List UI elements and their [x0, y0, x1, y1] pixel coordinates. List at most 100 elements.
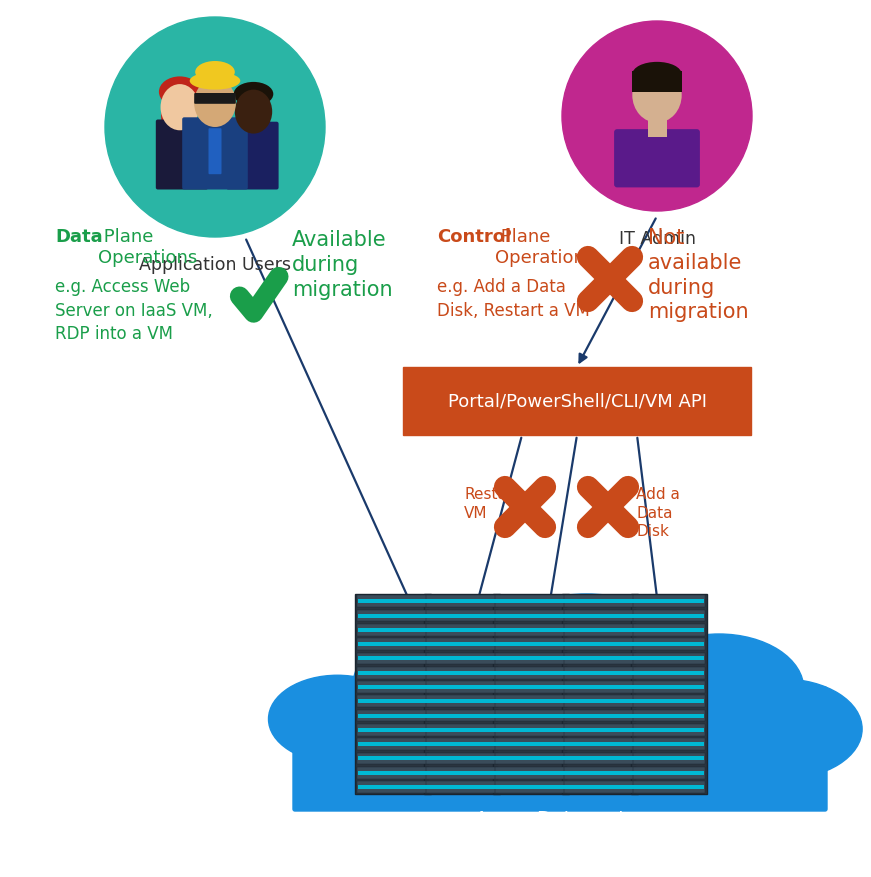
FancyBboxPatch shape: [647, 121, 666, 138]
FancyBboxPatch shape: [564, 724, 636, 736]
FancyBboxPatch shape: [495, 767, 567, 779]
FancyBboxPatch shape: [426, 724, 498, 736]
FancyBboxPatch shape: [633, 695, 705, 708]
Ellipse shape: [159, 77, 200, 108]
FancyBboxPatch shape: [565, 714, 635, 717]
FancyBboxPatch shape: [427, 785, 497, 789]
FancyBboxPatch shape: [426, 767, 498, 779]
FancyBboxPatch shape: [427, 671, 497, 675]
FancyBboxPatch shape: [495, 752, 567, 765]
FancyBboxPatch shape: [357, 667, 429, 679]
FancyBboxPatch shape: [496, 714, 566, 717]
FancyBboxPatch shape: [293, 688, 827, 811]
FancyBboxPatch shape: [426, 652, 498, 665]
FancyBboxPatch shape: [634, 671, 704, 675]
FancyBboxPatch shape: [358, 685, 428, 689]
FancyBboxPatch shape: [634, 628, 704, 632]
Ellipse shape: [235, 90, 273, 134]
FancyBboxPatch shape: [426, 667, 498, 679]
FancyBboxPatch shape: [427, 742, 497, 746]
FancyBboxPatch shape: [495, 681, 567, 693]
FancyBboxPatch shape: [562, 595, 638, 794]
FancyBboxPatch shape: [496, 600, 566, 603]
FancyBboxPatch shape: [426, 595, 498, 608]
FancyBboxPatch shape: [358, 714, 428, 717]
FancyBboxPatch shape: [564, 752, 636, 765]
FancyBboxPatch shape: [564, 767, 636, 779]
FancyBboxPatch shape: [426, 610, 498, 622]
FancyBboxPatch shape: [357, 752, 429, 765]
FancyBboxPatch shape: [633, 595, 705, 608]
FancyBboxPatch shape: [357, 652, 429, 665]
FancyBboxPatch shape: [495, 610, 567, 622]
Circle shape: [562, 22, 752, 211]
Text: e.g. Access Web
Server on IaaS VM,
RDP into a VM: e.g. Access Web Server on IaaS VM, RDP i…: [55, 278, 213, 343]
Ellipse shape: [268, 675, 406, 763]
FancyBboxPatch shape: [495, 738, 567, 750]
FancyBboxPatch shape: [357, 738, 429, 750]
FancyBboxPatch shape: [496, 614, 566, 618]
FancyBboxPatch shape: [633, 738, 705, 750]
FancyBboxPatch shape: [496, 785, 566, 789]
FancyBboxPatch shape: [496, 700, 566, 703]
FancyBboxPatch shape: [633, 724, 705, 736]
FancyBboxPatch shape: [357, 610, 429, 622]
FancyBboxPatch shape: [427, 643, 497, 646]
FancyBboxPatch shape: [358, 643, 428, 646]
FancyBboxPatch shape: [565, 614, 635, 618]
FancyBboxPatch shape: [565, 628, 635, 632]
Ellipse shape: [160, 85, 199, 132]
FancyBboxPatch shape: [496, 728, 566, 732]
FancyBboxPatch shape: [631, 595, 707, 794]
Text: Restart
VM: Restart VM: [464, 487, 519, 520]
FancyBboxPatch shape: [357, 781, 429, 793]
FancyBboxPatch shape: [495, 595, 567, 608]
FancyBboxPatch shape: [495, 638, 567, 650]
FancyBboxPatch shape: [565, 757, 635, 760]
Ellipse shape: [632, 68, 682, 124]
FancyBboxPatch shape: [565, 657, 635, 660]
FancyBboxPatch shape: [634, 785, 704, 789]
FancyBboxPatch shape: [496, 771, 566, 775]
FancyBboxPatch shape: [634, 771, 704, 775]
FancyBboxPatch shape: [496, 643, 566, 646]
FancyBboxPatch shape: [496, 657, 566, 660]
FancyBboxPatch shape: [427, 628, 497, 632]
FancyBboxPatch shape: [633, 752, 705, 765]
FancyBboxPatch shape: [564, 638, 636, 650]
Text: Azure Datacenter: Azure Datacenter: [475, 809, 645, 829]
FancyBboxPatch shape: [633, 652, 705, 665]
Ellipse shape: [161, 99, 177, 134]
FancyBboxPatch shape: [427, 600, 497, 603]
FancyBboxPatch shape: [424, 595, 500, 794]
FancyBboxPatch shape: [564, 595, 636, 608]
FancyBboxPatch shape: [565, 771, 635, 775]
Ellipse shape: [194, 80, 236, 128]
FancyBboxPatch shape: [564, 738, 636, 750]
FancyBboxPatch shape: [403, 367, 751, 436]
FancyBboxPatch shape: [496, 685, 566, 689]
FancyBboxPatch shape: [358, 785, 428, 789]
FancyBboxPatch shape: [565, 785, 635, 789]
FancyBboxPatch shape: [564, 709, 636, 722]
FancyBboxPatch shape: [426, 781, 498, 793]
FancyBboxPatch shape: [427, 771, 497, 775]
FancyBboxPatch shape: [357, 709, 429, 722]
Text: IT Admin: IT Admin: [618, 230, 696, 247]
FancyBboxPatch shape: [426, 752, 498, 765]
FancyBboxPatch shape: [495, 724, 567, 736]
FancyBboxPatch shape: [427, 700, 497, 703]
FancyBboxPatch shape: [426, 681, 498, 693]
FancyBboxPatch shape: [427, 657, 497, 660]
FancyBboxPatch shape: [426, 709, 498, 722]
FancyBboxPatch shape: [633, 709, 705, 722]
FancyBboxPatch shape: [357, 638, 429, 650]
FancyBboxPatch shape: [357, 681, 429, 693]
FancyBboxPatch shape: [426, 624, 498, 636]
FancyBboxPatch shape: [634, 643, 704, 646]
FancyBboxPatch shape: [495, 709, 567, 722]
FancyBboxPatch shape: [156, 120, 208, 190]
FancyBboxPatch shape: [633, 781, 705, 793]
FancyBboxPatch shape: [358, 700, 428, 703]
FancyBboxPatch shape: [357, 767, 429, 779]
